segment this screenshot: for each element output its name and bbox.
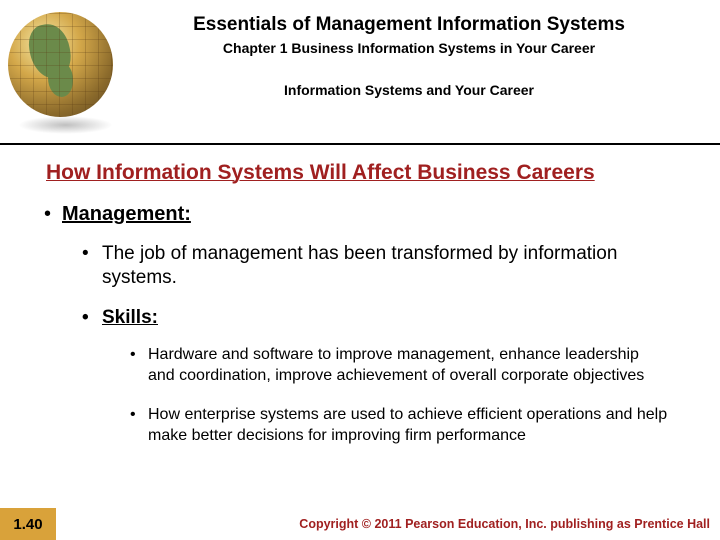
slide-content: How Information Systems Will Affect Busi…: [0, 145, 720, 446]
bullet-level2-skills: Skills:: [102, 306, 690, 330]
globe-icon: [8, 12, 128, 132]
bullet-level3: How enterprise systems are used to achie…: [148, 405, 670, 447]
page-number: 1.40: [0, 508, 56, 540]
section-title: Information Systems and Your Career: [128, 82, 690, 98]
slide-footer: 1.40 Copyright © 2011 Pearson Education,…: [0, 508, 720, 540]
bullet-level2: The job of management has been transform…: [102, 242, 690, 290]
header-text-block: Essentials of Management Information Sys…: [128, 10, 720, 98]
slide-header: Essentials of Management Information Sys…: [0, 0, 720, 145]
bullet-level3: Hardware and software to improve managem…: [148, 345, 670, 387]
book-title: Essentials of Management Information Sys…: [128, 14, 690, 36]
content-heading: How Information Systems Will Affect Busi…: [46, 161, 690, 185]
copyright-text: Copyright © 2011 Pearson Education, Inc.…: [56, 517, 720, 531]
chapter-title: Chapter 1 Business Information Systems i…: [128, 40, 690, 56]
bullet-level1: Management:: [62, 203, 690, 226]
